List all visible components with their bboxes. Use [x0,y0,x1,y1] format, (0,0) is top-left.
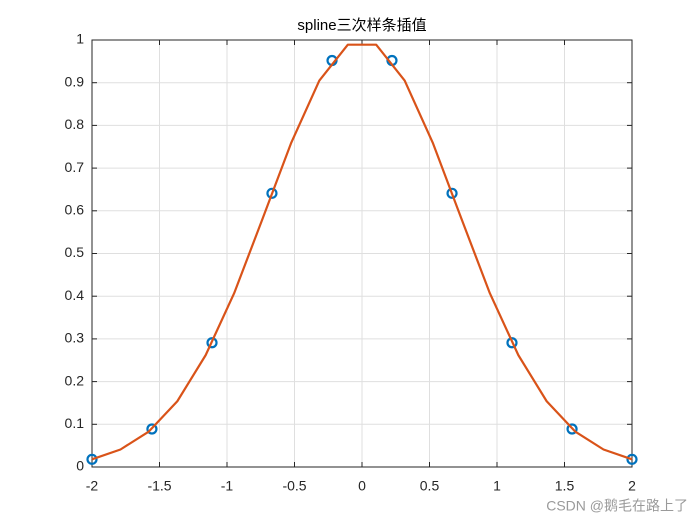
x-tick-label: 0.5 [420,478,440,494]
line [91,43,633,461]
y-tick-label: 0.1 [65,415,85,431]
marker [146,423,158,435]
marker [446,187,458,199]
marker [206,337,218,349]
axes-box [91,39,633,468]
x-tick-label: -1.5 [147,478,171,494]
x-tick-label: 1 [493,478,501,494]
y-tick-label: 1 [76,31,84,47]
y-tick-label: 0.5 [65,244,85,260]
y-tick-label: 0.4 [65,287,85,303]
y-tick-label: 0.7 [65,159,85,175]
y-tick-label: 0.6 [65,202,85,218]
marker [266,187,278,199]
watermark: CSDN @鹅毛在路上了 [546,498,688,514]
y-tick-label: 0.8 [65,116,85,132]
x-tick-label: 1.5 [555,478,575,494]
chart-title: spline三次样条插值 [297,17,426,34]
x-tick-label: -2 [86,478,99,494]
x-tick-label: 2 [628,478,636,494]
marker [566,423,578,435]
x-tick-label: 0 [358,478,366,494]
x-tick-label: -0.5 [282,478,306,494]
y-tick-label: 0.9 [65,73,85,89]
marker [626,453,638,465]
y-tick-label: 0.3 [65,330,85,346]
x-tick-label: -1 [221,478,234,494]
y-tick-label: 0 [76,458,84,474]
marker [506,337,518,349]
y-tick-label: 0.2 [65,372,85,388]
marker [86,453,98,465]
